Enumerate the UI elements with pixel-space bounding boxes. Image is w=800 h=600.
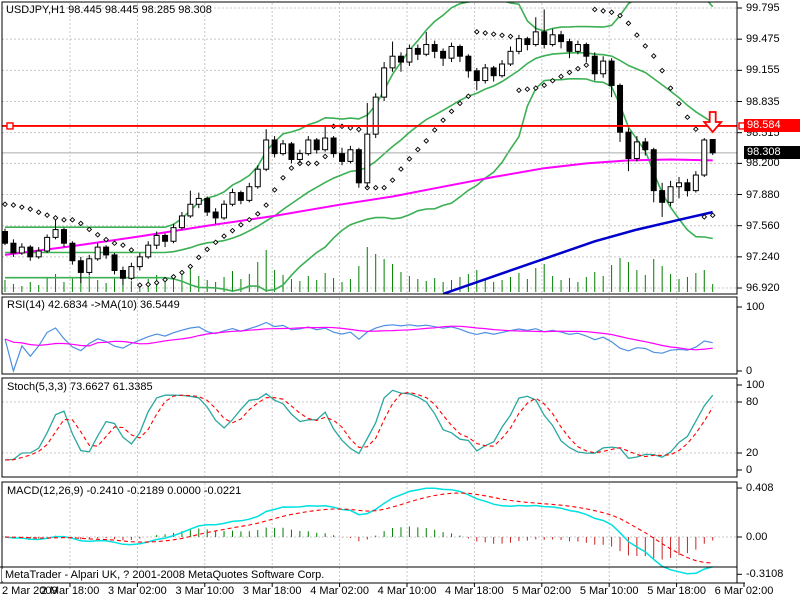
time-axis-label: 5 Mar 18:00 xyxy=(647,585,706,597)
time-axis-label: 6 Mar 02:00 xyxy=(714,585,774,597)
price-axis-label: 99.475 xyxy=(746,33,780,46)
main-chart-layer xyxy=(2,2,737,294)
rsi-axis-label: 0 xyxy=(746,365,753,377)
rsi-indicator-label: RSI(14) 42.6834 ->MA(10) 36.5449 xyxy=(7,299,180,311)
axis-ticks xyxy=(69,7,745,587)
price-axis-label: 99.795 xyxy=(746,2,780,14)
stochastic-layer xyxy=(4,389,714,461)
macd-axis-label: 0.408 xyxy=(746,482,774,495)
price-axis-label: 96.920 xyxy=(746,282,780,295)
time-axis-label: 4 Mar 02:00 xyxy=(310,585,369,597)
time-axis-label: 2 Mar 2009 xyxy=(2,585,58,597)
macd-axis-label: 0.00 xyxy=(746,531,768,543)
overlay-layer xyxy=(2,111,746,134)
time-axis-label: 4 Mar 10:00 xyxy=(377,585,437,597)
time-axis-label: 3 Mar 18:00 xyxy=(242,585,302,597)
sell-arrow-icon[interactable] xyxy=(702,111,724,134)
time-axis-label: 2 Mar 18:00 xyxy=(40,585,100,597)
bid-price-box: 98.308 xyxy=(744,145,800,159)
macd-indicator-label: MACD(12,26,9) -0.2410 -0.2189 0.0000 -0.… xyxy=(7,485,242,497)
time-axis-label: 4 Mar 18:00 xyxy=(445,585,504,597)
alert-price-box[interactable]: 98.584 xyxy=(744,118,800,132)
price-axis-label: 97.240 xyxy=(746,250,780,263)
price-axis-label: 97.880 xyxy=(746,188,780,201)
macd-axis-label: -0.3108 xyxy=(746,568,784,581)
stoch-axis-label: 0 xyxy=(746,464,753,476)
time-axis-label: 3 Mar 02:00 xyxy=(108,585,167,597)
status-bar: MetaTrader - Alpari UK, ? 2001-2008 Meta… xyxy=(2,569,328,581)
stoch-axis-label: 100 xyxy=(746,379,765,391)
macd-layer xyxy=(4,487,714,575)
time-axis-label: 5 Mar 02:00 xyxy=(512,585,572,597)
stochastic-indicator-label: Stoch(5,3,3) 73.6627 61.3385 xyxy=(7,381,153,393)
time-axis-label: 5 Mar 10:00 xyxy=(579,585,639,597)
price-axis-label: 98.200 xyxy=(746,157,780,170)
price-axis-label: 99.155 xyxy=(746,64,780,77)
chart-title: USDJPY,H1 98.445 98.445 98.285 98.308 xyxy=(6,4,212,16)
rsi-axis-label: 100 xyxy=(746,301,765,313)
stoch-axis-label: 20 xyxy=(746,447,759,459)
price-axis-label: 98.835 xyxy=(746,95,780,108)
rsi-layer xyxy=(4,321,713,374)
price-axis-label: 97.560 xyxy=(746,219,780,232)
time-axis-label: 3 Mar 10:00 xyxy=(175,585,235,597)
stoch-axis-label: 80 xyxy=(746,396,759,408)
panel-frames xyxy=(0,1,745,584)
